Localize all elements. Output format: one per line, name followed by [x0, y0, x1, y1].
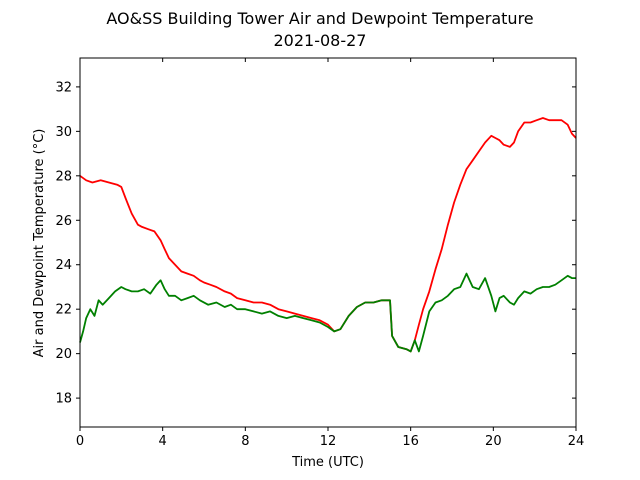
- y-tick-label: 30: [55, 125, 72, 140]
- x-axis-label: Time (UTC): [291, 455, 364, 470]
- plot-area-frame: [79, 57, 577, 428]
- y-tick-label: 18: [55, 392, 72, 407]
- x-tick-label: 0: [76, 434, 84, 449]
- y-tick-label: 24: [55, 258, 72, 273]
- series-line-2: [79, 272, 576, 353]
- y-tick-label: 20: [55, 347, 72, 362]
- chart-subtitle: 2021-08-27: [274, 31, 367, 50]
- x-tick-label: 24: [568, 434, 585, 449]
- y-tick-label: 32: [55, 80, 72, 95]
- y-tick-label: 28: [55, 169, 72, 184]
- y-axis-label: Air and Dewpoint Temperature (°C): [32, 129, 47, 358]
- series-layer: [79, 117, 577, 353]
- y-tick-label: 22: [55, 303, 72, 318]
- y-tick-label: 26: [55, 214, 72, 229]
- x-tick-label: 16: [402, 434, 419, 449]
- series-line-1: [79, 117, 577, 353]
- x-tick-label: 20: [485, 434, 502, 449]
- axis-ticks: 0 4 8 12 16 20 24 18 20 22 24 26 28 30 32: [55, 58, 584, 449]
- x-tick-label: 8: [241, 434, 249, 449]
- chart-title: AO&SS Building Tower Air and Dewpoint Te…: [106, 9, 533, 28]
- x-tick-label: 12: [320, 434, 337, 449]
- x-tick-label: 4: [159, 434, 167, 449]
